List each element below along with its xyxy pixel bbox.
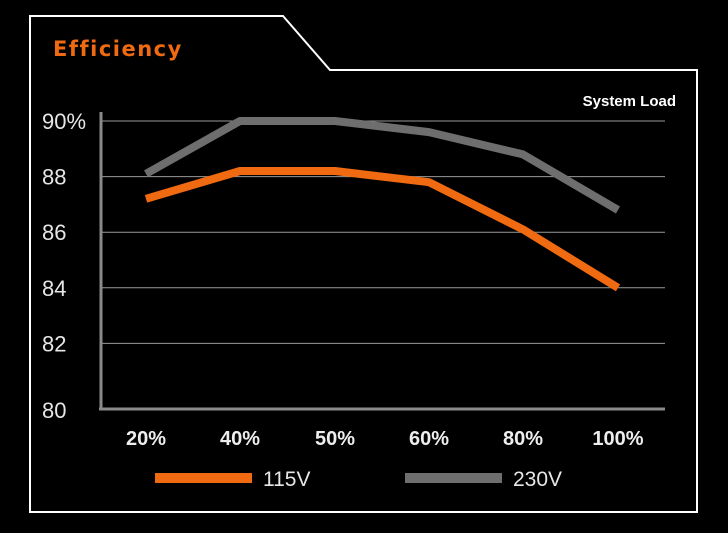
y-tick-label: 84	[42, 276, 66, 301]
y-tick-labels: 80 82 84 86 88 90%	[42, 109, 86, 423]
series-line-115V	[144, 167, 621, 292]
x-tick-label: 20%	[126, 428, 166, 450]
x-tick-label: 60%	[409, 428, 449, 450]
x-tick-label: 100%	[592, 428, 643, 450]
legend-swatch-230V	[405, 473, 502, 483]
series-layer	[144, 117, 621, 292]
y-tick-label: 80	[42, 398, 66, 423]
legend-label-115V: 115V	[263, 468, 311, 491]
x-tick-label: 80%	[503, 428, 543, 450]
y-tick-label: 90%	[42, 109, 86, 134]
y-tick-label: 82	[42, 331, 66, 356]
axis-layer	[99, 112, 665, 411]
x-tick-label: 40%	[220, 428, 260, 450]
legend-swatch-115V	[155, 473, 252, 483]
chart-title: Efficiency	[53, 37, 183, 61]
x-tick-labels: 20% 40% 50% 60% 80% 100%	[126, 428, 644, 450]
y-tick-label: 88	[42, 165, 66, 190]
chart-frame	[29, 15, 698, 513]
legend-label-230V: 230V	[513, 468, 562, 491]
x-tick-label: 50%	[315, 428, 355, 450]
x-axis-label: System Load	[583, 93, 676, 110]
legend: 115V 230V	[155, 468, 562, 491]
y-tick-label: 86	[42, 220, 66, 245]
series-line-230V	[144, 117, 621, 214]
